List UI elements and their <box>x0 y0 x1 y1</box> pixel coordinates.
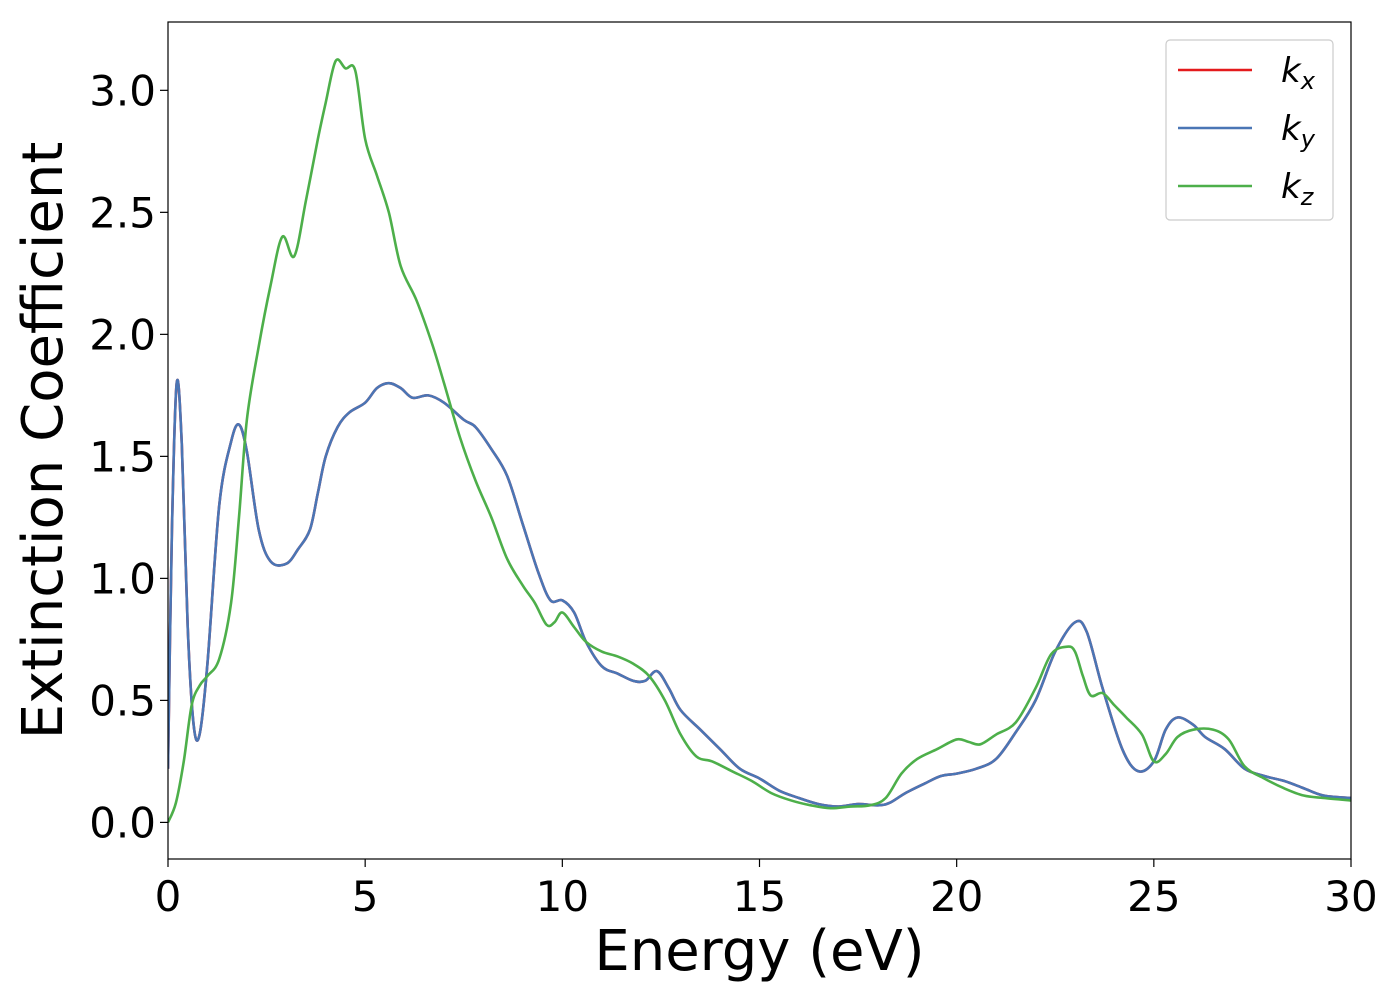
x-axis-ticks: 0 5 10 15 20 25 30 <box>155 859 1378 921</box>
y-tick-label: 0.0 <box>89 798 156 847</box>
series-layer <box>168 58 1351 823</box>
legend-items: kx ky kz <box>1178 51 1316 211</box>
x-tick-label: 15 <box>733 872 786 921</box>
y-tick-label: 1.5 <box>89 432 156 481</box>
series-line-kz <box>168 58 1351 823</box>
x-tick-label: 0 <box>155 872 182 921</box>
x-tick-label: 30 <box>1324 872 1377 921</box>
legend: kx ky kz <box>1165 39 1334 221</box>
x-axis-title: Energy (eV) <box>594 919 924 984</box>
legend-label-ky: ky <box>1281 109 1316 153</box>
y-tick-label: 3.0 <box>89 66 156 115</box>
y-tick-label: 2.5 <box>89 188 156 237</box>
y-tick-label: 0.5 <box>89 676 156 725</box>
y-axis-ticks: 0.0 0.5 1.0 1.5 2.0 2.5 3.0 <box>89 66 168 847</box>
x-tick-label: 10 <box>536 872 589 921</box>
legend-label-kx: kx <box>1281 51 1316 95</box>
y-tick-label: 2.0 <box>89 310 156 359</box>
y-tick-label: 1.0 <box>89 554 156 603</box>
x-tick-label: 5 <box>352 872 379 921</box>
legend-box <box>1165 39 1334 221</box>
series-line-ky <box>168 378 1351 808</box>
x-tick-label: 25 <box>1127 872 1180 921</box>
legend-label-kz: kz <box>1281 167 1315 211</box>
y-axis-title: Extinction Coefficient <box>11 142 76 740</box>
x-tick-label: 20 <box>930 872 983 921</box>
